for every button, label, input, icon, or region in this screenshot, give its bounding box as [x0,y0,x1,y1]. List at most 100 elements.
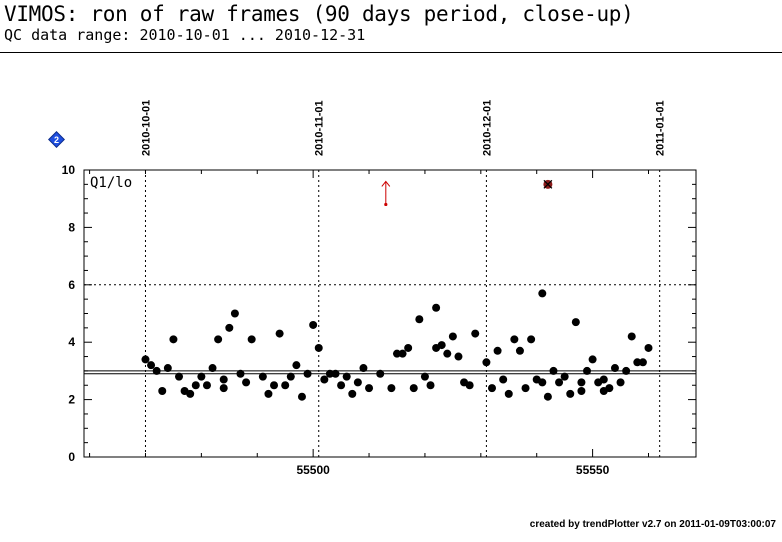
data-point [638,358,647,367]
data-point [599,375,608,384]
y-tick-label: 0 [68,450,75,464]
flagged-point-cross [543,179,553,189]
chart-title: VIMOS: ron of raw frames (90 days period… [4,2,634,26]
data-point [488,384,496,393]
data-point [543,392,552,401]
data-point [297,392,306,401]
data-point [504,389,513,398]
data-point [219,375,228,384]
data-point [303,369,312,378]
data-point [605,384,614,393]
data-point [571,318,580,327]
data-point [353,378,362,387]
data-range-subtitle: QC data range: 2010-10-01 ... 2010-12-31 [4,26,366,44]
data-point [225,323,234,332]
x-tick-label: 55550 [576,463,610,477]
y-tick-label: 6 [68,278,75,292]
data-point [482,358,491,367]
data-point [538,289,547,298]
header-divider [0,52,782,53]
data-point [202,381,211,390]
data-point [398,349,407,358]
data-point [365,384,374,393]
data-point [292,361,301,370]
data-point [493,346,502,355]
data-point [549,366,558,375]
date-marker-label: 2010-10-01 [140,100,152,156]
y-tick-label: 2 [68,393,75,407]
data-point [147,361,156,370]
data-point [158,386,167,395]
badge-label: 2 [54,135,59,145]
data-point [281,381,290,390]
data-point [376,369,385,378]
data-point [404,343,413,352]
data-point [264,389,273,398]
badge-diamond-shape [48,131,65,148]
data-point [219,384,228,393]
data-point [331,369,340,378]
data-point [141,355,150,364]
data-point [437,341,446,350]
data-point [515,346,524,355]
data-point [577,386,586,395]
data-point [197,372,206,381]
panel-label: Q1/lo [90,175,132,191]
data-point [426,381,435,390]
data-point [236,369,245,378]
data-point [610,364,619,373]
data-point [320,375,329,384]
data-point [499,375,508,384]
data-point [633,358,642,367]
data-point [309,320,318,329]
data-point [432,303,441,312]
data-point [169,335,178,344]
data-point [443,349,452,358]
data-point [454,352,463,361]
data-point [465,381,474,390]
data-point [566,389,575,398]
data-point [583,366,592,375]
data-point [420,372,429,381]
data-point [191,381,200,390]
data-point [560,372,569,381]
data-point [415,315,424,324]
y-tick-label: 4 [68,335,75,349]
footer-credit: created by trendPlotter v2.7 on 2011-01-… [529,519,776,530]
data-point [471,329,480,338]
data-point [242,378,251,387]
data-point [314,343,323,352]
plot-frame [83,169,697,458]
data-point [270,381,279,390]
data-point [392,349,401,358]
data-point [325,369,334,378]
data-point [616,378,625,387]
data-point [230,309,239,318]
data-point [644,343,653,352]
y-tick-label: 8 [68,220,75,234]
data-point [622,366,631,375]
data-point [538,378,547,387]
data-point [448,332,457,341]
date-marker-label: 2011-01-01 [655,100,667,156]
data-point [258,372,267,381]
data-point [247,335,256,344]
data-point [342,372,351,381]
date-marker-label: 2010-11-01 [314,100,326,156]
data-point [208,364,217,373]
date-marker-label: 2010-12-01 [481,100,493,156]
data-point [409,384,418,393]
data-point [577,378,586,387]
info-badge-icon[interactable]: 2 [48,131,65,148]
data-point [510,335,519,344]
data-point [555,378,564,387]
data-point [387,384,396,393]
data-point [521,384,530,393]
data-point [359,364,368,373]
data-point [337,381,346,390]
data-point [348,389,357,398]
data-point [627,332,636,341]
outlier-arrow-head [381,180,391,187]
data-point [186,389,195,398]
data-point [588,355,597,364]
